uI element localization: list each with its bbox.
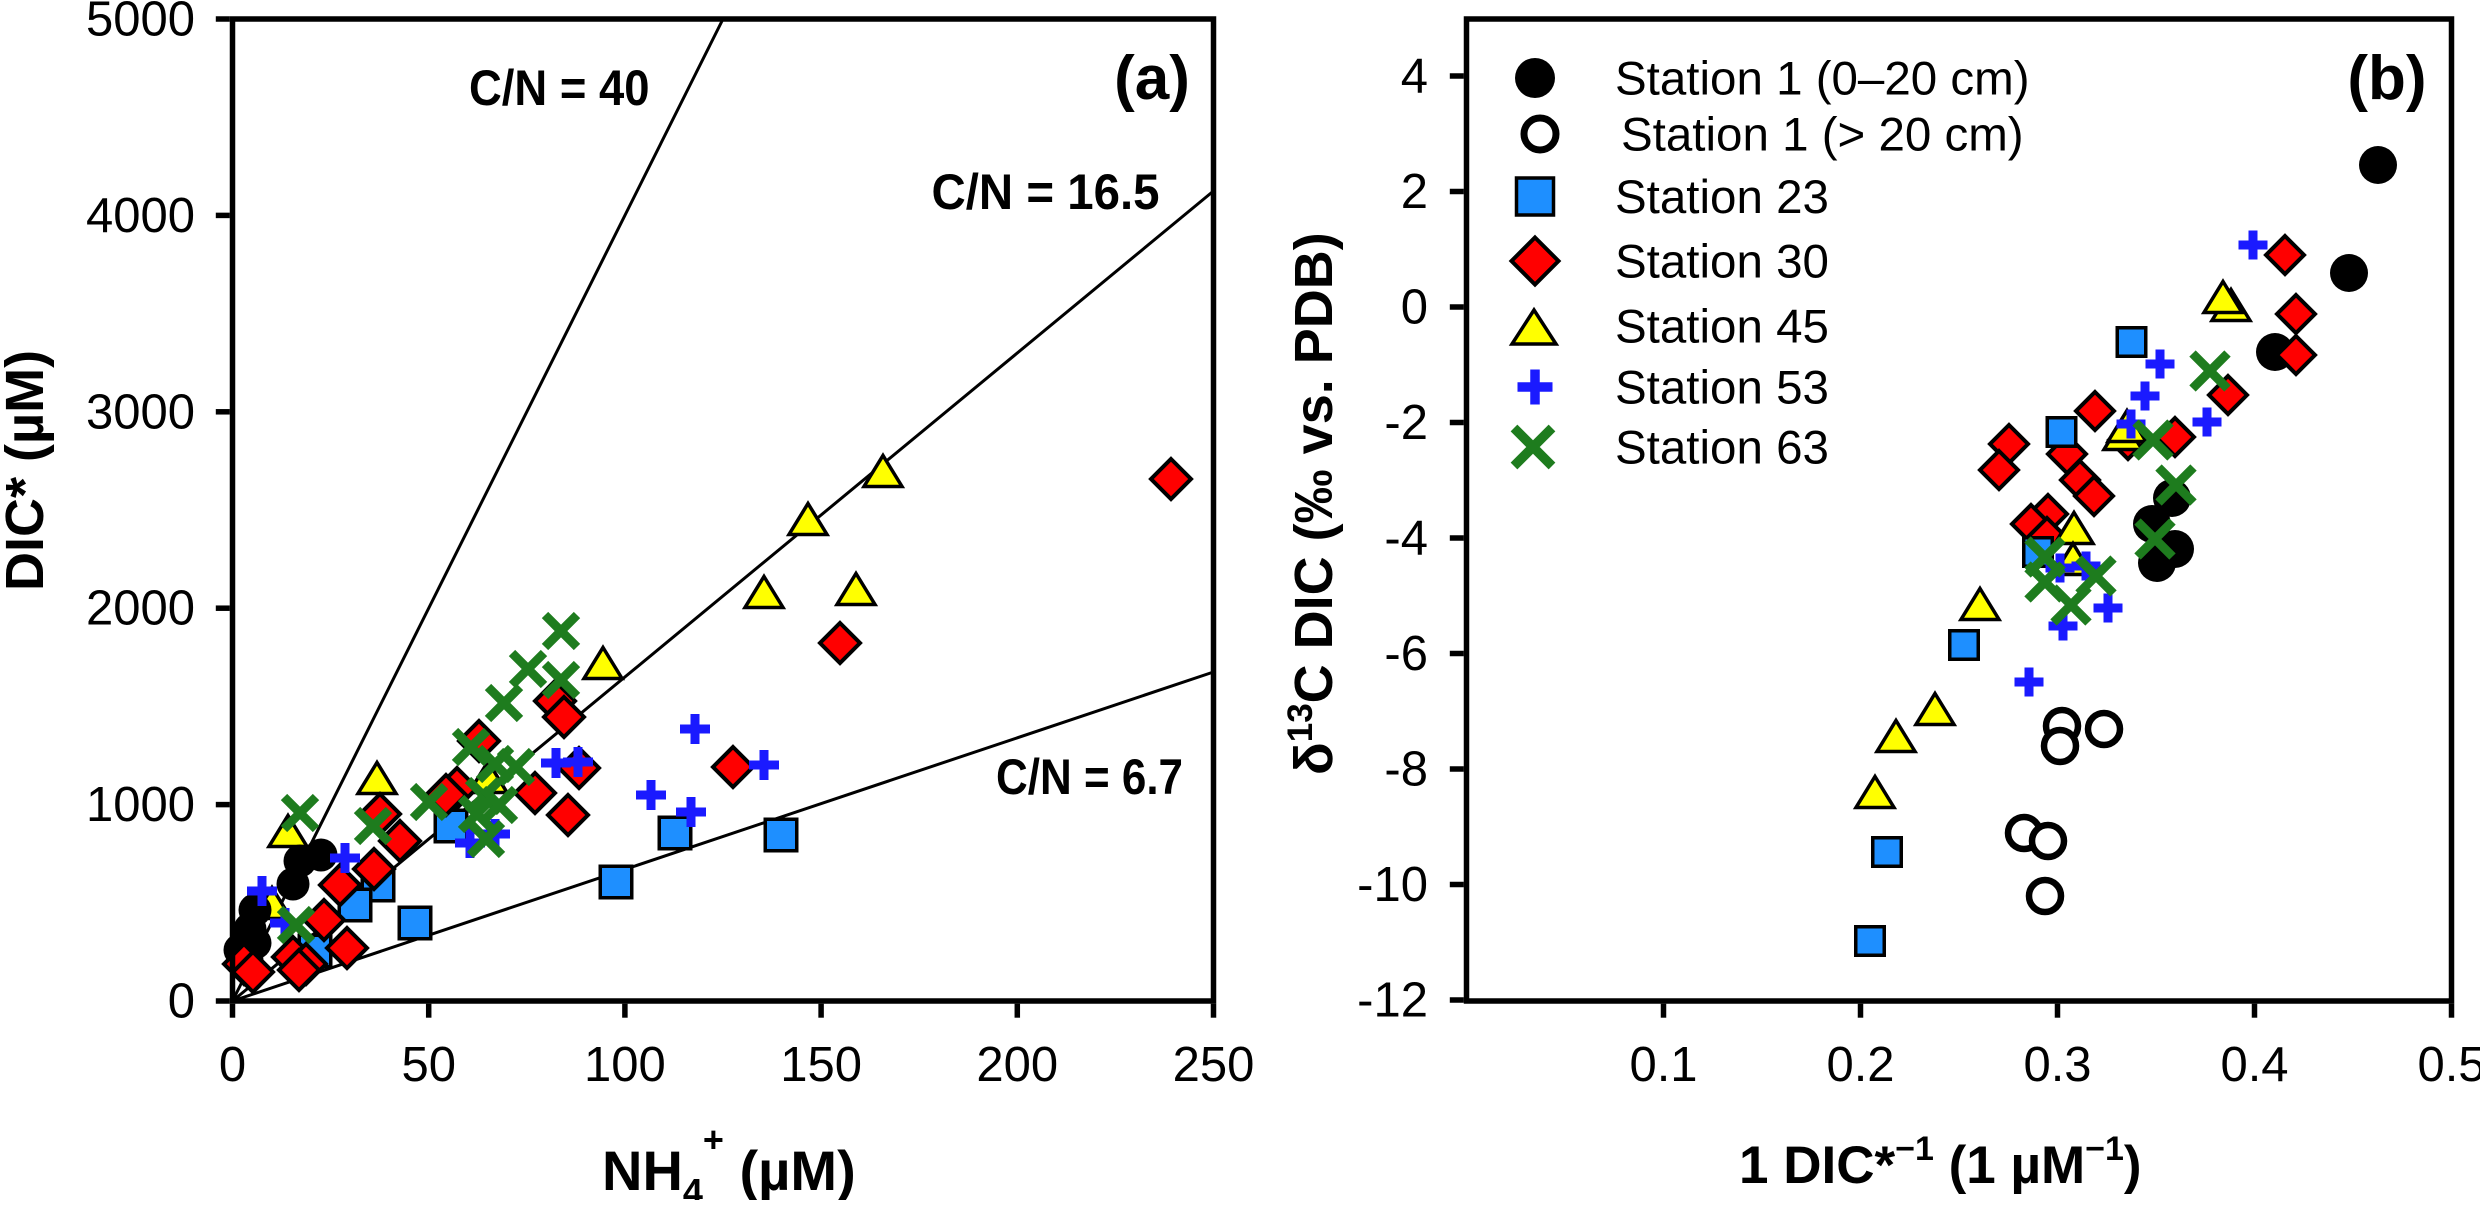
svg-text:0: 0	[168, 975, 195, 1029]
svg-text:DIC* (µM): DIC* (µM)	[0, 350, 55, 591]
svg-text:-4: -4	[1384, 512, 1428, 566]
svg-text:Station 30: Station 30	[1615, 236, 1829, 289]
svg-text:Station 45: Station 45	[1615, 301, 1829, 354]
svg-text:C/N = 40: C/N = 40	[469, 60, 650, 116]
svg-text:Station 1 (> 20 cm): Station 1 (> 20 cm)	[1621, 109, 2024, 162]
svg-text:0.5: 0.5	[2417, 1038, 2480, 1092]
svg-text:Station 53: Station 53	[1615, 362, 1829, 415]
svg-text:2: 2	[1401, 165, 1428, 219]
svg-text:Station 23: Station 23	[1615, 171, 1829, 224]
svg-text:C/N = 6.7: C/N = 6.7	[996, 749, 1183, 805]
svg-text:2000: 2000	[86, 582, 195, 636]
svg-text:50: 50	[401, 1038, 456, 1092]
svg-text:Station 1 (0–20 cm): Station 1 (0–20 cm)	[1615, 53, 2030, 106]
svg-text:0.1: 0.1	[1629, 1038, 1697, 1092]
svg-text:5000: 5000	[86, 0, 195, 47]
svg-text:-6: -6	[1384, 627, 1428, 681]
svg-text:-10: -10	[1357, 858, 1428, 912]
svg-text:-12: -12	[1357, 974, 1428, 1028]
svg-text:100: 100	[584, 1038, 666, 1092]
svg-text:4000: 4000	[86, 189, 195, 243]
svg-text:(b): (b)	[2347, 44, 2426, 113]
svg-text:150: 150	[780, 1038, 862, 1092]
svg-text:0.2: 0.2	[1826, 1038, 1894, 1092]
svg-text:3000: 3000	[86, 385, 195, 439]
svg-text:(a): (a)	[1114, 44, 1190, 113]
svg-text:4: 4	[1401, 50, 1428, 104]
svg-text:200: 200	[976, 1038, 1058, 1092]
svg-text:0.4: 0.4	[2220, 1038, 2288, 1092]
svg-text:0: 0	[219, 1038, 246, 1092]
svg-text:1000: 1000	[86, 778, 195, 832]
svg-text:-2: -2	[1384, 396, 1428, 450]
svg-text:C/N = 16.5: C/N = 16.5	[932, 164, 1160, 220]
svg-text:250: 250	[1173, 1038, 1255, 1092]
svg-text:δ13C DIC (‰ vs. PDB): δ13C DIC (‰ vs. PDB)	[1281, 232, 1344, 775]
svg-text:1 DIC*−1 (1 µM−1): 1 DIC*−1 (1 µM−1)	[1739, 1130, 2142, 1195]
svg-text:-8: -8	[1384, 743, 1428, 797]
svg-text:Station 63: Station 63	[1615, 422, 1829, 475]
svg-text:0: 0	[1401, 281, 1428, 335]
svg-text:0.3: 0.3	[2023, 1038, 2091, 1092]
